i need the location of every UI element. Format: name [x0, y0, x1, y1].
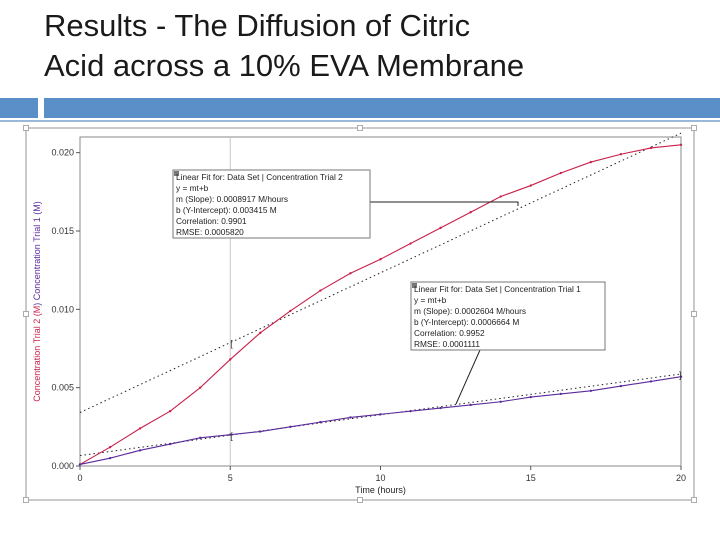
annotation-box — [172, 169, 371, 239]
data-point-trial2 — [649, 146, 653, 150]
fit-range-bracket: [ — [230, 431, 233, 441]
data-point-trial2 — [349, 272, 352, 275]
data-point-trial1 — [469, 403, 472, 407]
data-point-trial1 — [138, 449, 142, 452]
frame-handle — [691, 311, 697, 317]
y-axis-label-part: Concentration Trial 2 ( — [32, 313, 42, 402]
data-point-trial1 — [229, 433, 232, 436]
data-point-trial1 — [349, 416, 352, 419]
data-point-trial1 — [319, 420, 322, 424]
y-axis-label: Concentration Trial 2 (M) Concentration … — [32, 201, 42, 402]
data-point-trial1 — [499, 400, 502, 403]
annotation-leader — [370, 201, 519, 206]
frame-handle — [691, 125, 697, 131]
fit-range-bracket: [ — [230, 339, 233, 349]
data-point-trial1 — [108, 456, 112, 460]
annotation-text: Linear Fit for: Data Set | Concentration… — [176, 172, 343, 182]
annotation-fit1: Linear Fit for: Data Set | Concentration… — [410, 281, 606, 405]
data-point-trial1 — [199, 436, 202, 439]
y-axis-label-part: ) Concentration Trial 1 ( — [32, 212, 42, 306]
y-axis-label-part: M) — [32, 201, 42, 212]
annotation-handle — [174, 171, 179, 176]
data-point-trial1 — [409, 409, 412, 413]
slide-title: Results - The Diffusion of Citric Acid a… — [44, 6, 704, 86]
data-point-trial2 — [499, 195, 502, 198]
annotation-text: y = mt+b — [176, 183, 209, 193]
x-tick-label: 0 — [77, 473, 82, 483]
data-point-trial2 — [469, 211, 472, 214]
data-point-trial1 — [649, 380, 653, 383]
annotation-text: b (Y-Intercept): 0.003415 M — [176, 205, 277, 215]
x-tick-label: 15 — [526, 473, 536, 483]
annotation-text: m (Slope): 0.0002604 M/hours — [414, 306, 526, 316]
data-point-trial2 — [319, 289, 322, 292]
slide-title-line-2: Acid across a 10% EVA Membrane — [44, 48, 525, 83]
data-point-trial2 — [138, 427, 142, 430]
data-point-trial1 — [529, 395, 532, 399]
y-tick-label: 0.005 — [51, 383, 74, 393]
data-point-trial2 — [229, 358, 232, 361]
data-point-trial1 — [379, 413, 382, 416]
series-trial1 — [78, 375, 683, 466]
annotation-handle — [412, 283, 417, 288]
frame-handle — [691, 497, 697, 503]
x-tick-label: 10 — [375, 473, 385, 483]
annotation-text: Correlation: 0.9901 — [176, 216, 247, 226]
y-tick-label: 0.015 — [51, 226, 74, 236]
annotation-fit2: Linear Fit for: Data Set | Concentration… — [172, 169, 519, 239]
x-tick-label: 5 — [228, 473, 233, 483]
data-point-trial2 — [589, 160, 593, 164]
slide-title-line-1: Results - The Diffusion of Citric — [44, 8, 471, 43]
frame-handle — [357, 497, 363, 503]
data-point-trial2 — [619, 153, 623, 156]
accent-bar — [44, 98, 720, 118]
data-point-trial2 — [379, 258, 382, 261]
annotation-leader — [455, 349, 481, 405]
data-point-trial2 — [168, 409, 172, 413]
annotation-text: RMSE: 0.0001111 — [414, 339, 480, 349]
accent-divider — [0, 120, 720, 122]
frame-handle — [23, 311, 29, 317]
annotation-box — [410, 281, 606, 351]
y-tick-label: 0.010 — [51, 304, 74, 314]
data-point-trial1 — [289, 425, 292, 429]
annotation-text: b (Y-Intercept): 0.0006664 M — [414, 317, 519, 327]
data-point-trial2 — [199, 386, 202, 389]
data-point-trial2 — [439, 226, 442, 230]
annotation-text: Correlation: 0.9952 — [414, 328, 485, 338]
data-point-trial2 — [259, 331, 262, 335]
annotation-text: Linear Fit for: Data Set | Concentration… — [414, 284, 581, 294]
data-point-trial1 — [619, 384, 623, 388]
data-point-trial1 — [559, 392, 562, 396]
data-point-trial2 — [108, 446, 112, 449]
data-point-trial1 — [78, 463, 82, 466]
data-point-trial1 — [168, 442, 172, 446]
series-trial2 — [78, 143, 683, 466]
fit-range-bracket: ] — [679, 370, 682, 380]
frame-handle — [23, 497, 29, 503]
y-tick-label: 0.000 — [51, 461, 74, 471]
annotation-text: RMSE: 0.0005820 — [176, 227, 244, 237]
y-axis-label-part: M — [32, 306, 42, 314]
annotation-text: m (Slope): 0.0008917 M/hours — [176, 194, 288, 204]
fit-line-trial-1 — [79, 373, 682, 457]
data-point-trial2 — [559, 171, 562, 175]
annotation-text: y = mt+b — [414, 295, 447, 305]
data-point-trial1 — [589, 389, 593, 392]
x-axis-label: Time (hours) — [355, 485, 406, 495]
frame-handle — [357, 125, 363, 131]
frame-handle — [23, 125, 29, 131]
accent-square — [0, 98, 38, 118]
data-point-trial2 — [289, 309, 292, 313]
data-point-trial1 — [259, 430, 262, 433]
data-point-trial1 — [439, 406, 442, 410]
data-point-trial2 — [679, 143, 683, 147]
x-tick-label: 20 — [676, 473, 686, 483]
data-point-trial2 — [409, 242, 412, 245]
data-point-trial1 — [679, 375, 683, 378]
y-tick-label: 0.020 — [51, 148, 74, 158]
data-point-trial2 — [529, 184, 532, 187]
